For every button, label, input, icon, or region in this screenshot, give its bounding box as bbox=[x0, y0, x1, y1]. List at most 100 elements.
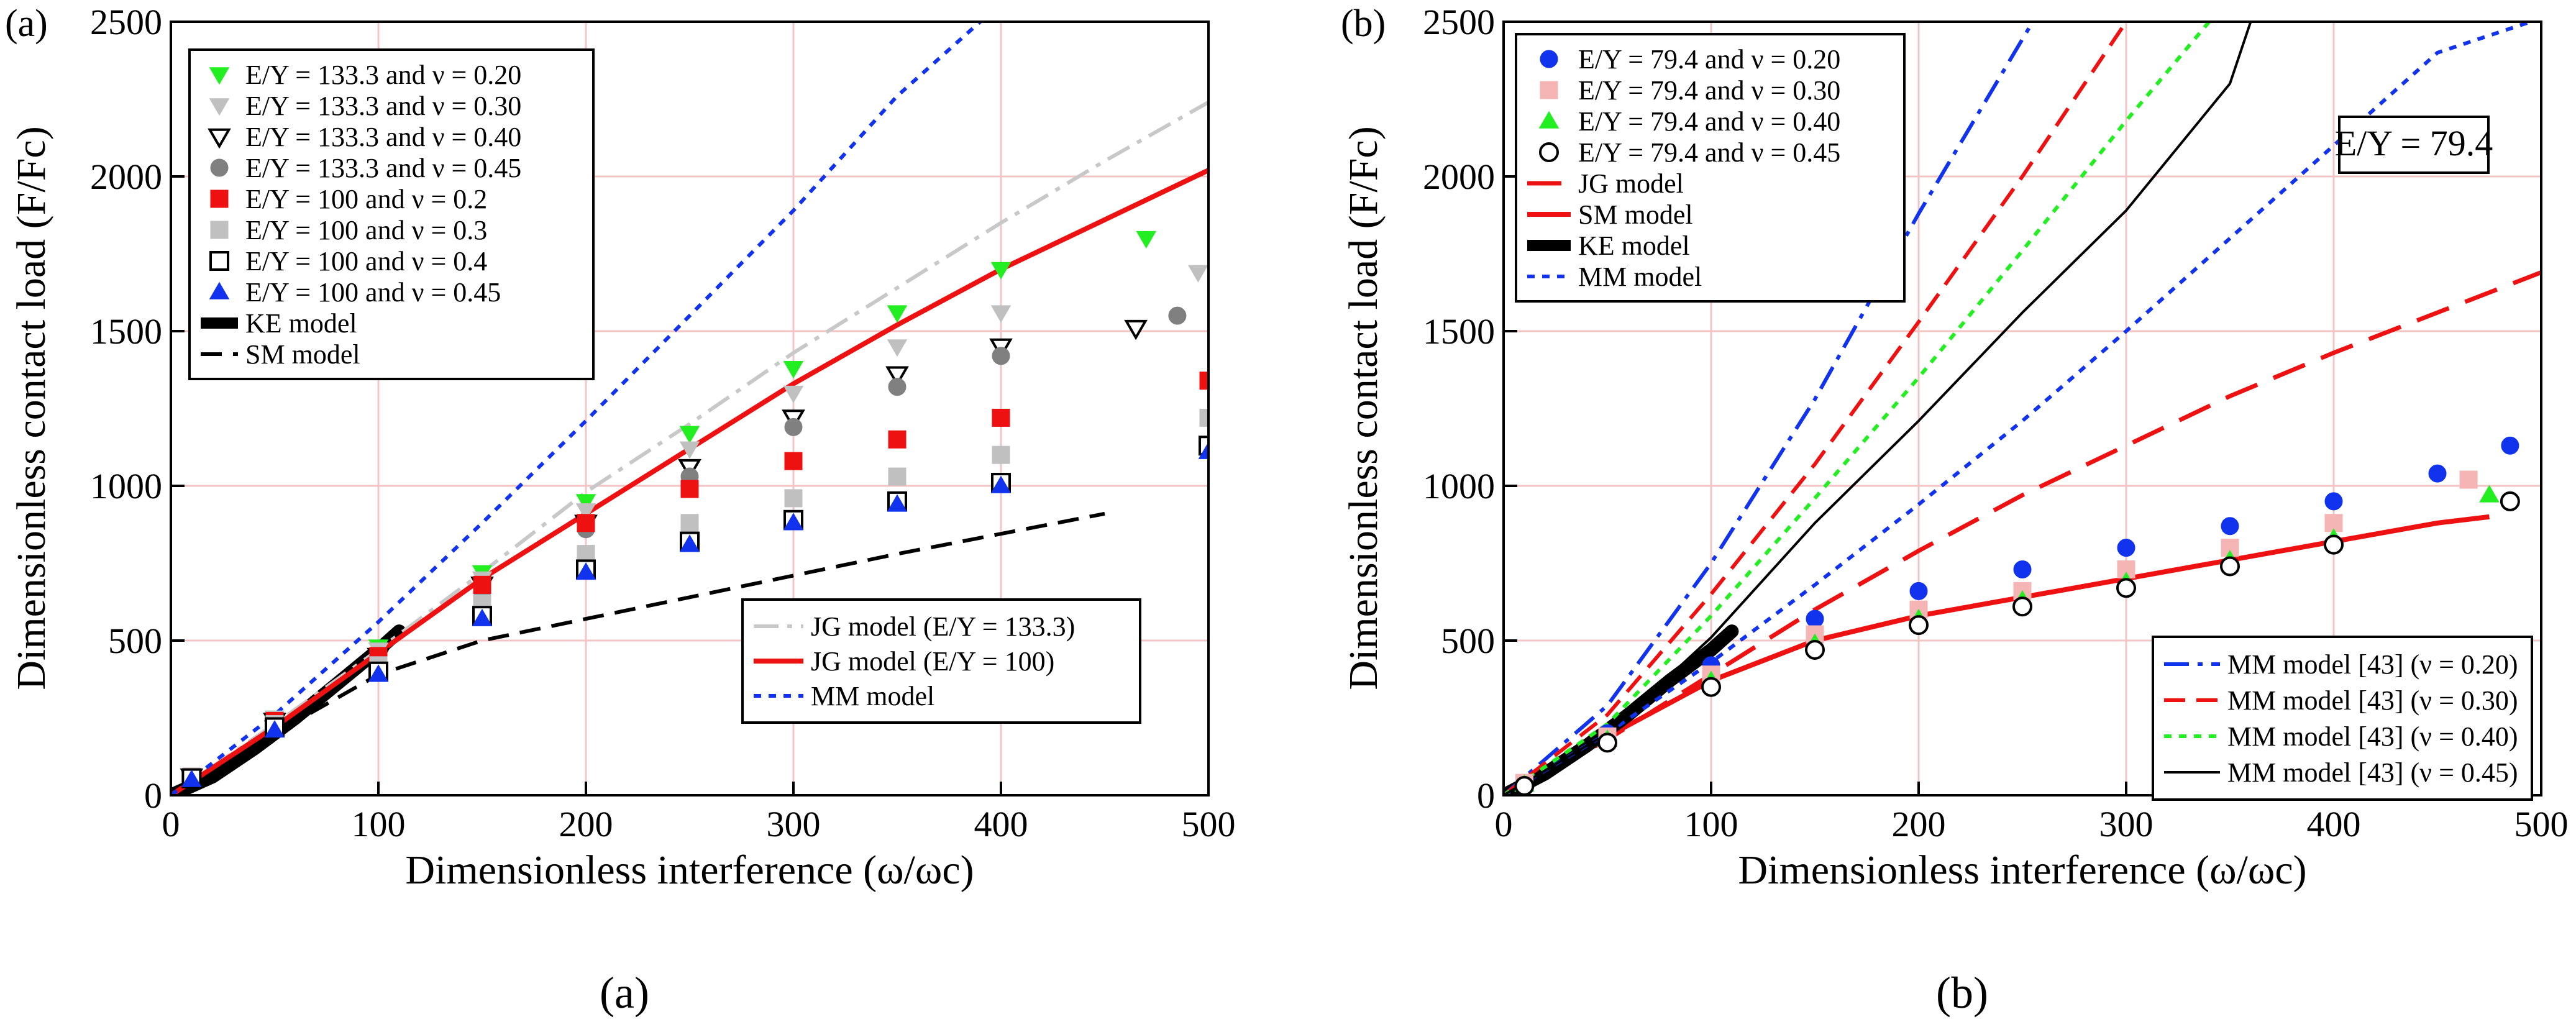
data-point bbox=[783, 385, 804, 403]
data-point bbox=[2220, 556, 2240, 577]
panel-b-chart: (b) 0 100 200 300 400 500 0 500 1000 1500 2000 2500… bbox=[1341, 2, 2569, 1018]
panel-a-x-axis-label: Dimensionless interference (ω/ωc) bbox=[405, 847, 974, 893]
annotation-text: E/Y = 79.4 bbox=[2335, 123, 2493, 163]
legend-entry-label: JG model (E/Y = 133.3) bbox=[811, 611, 1075, 642]
panel-b-annotation: E/Y = 79.4 bbox=[2335, 116, 2493, 174]
series-line-mm-model-43-0-40 bbox=[1504, 22, 2211, 795]
data-point bbox=[888, 430, 907, 449]
data-point bbox=[885, 366, 909, 387]
series-line-jg-model-e-y-133-3 bbox=[171, 100, 1208, 795]
data-point bbox=[473, 575, 491, 594]
y-tick-label: 500 bbox=[108, 621, 162, 661]
legend-entry-label: SM model bbox=[1578, 199, 1693, 230]
data-point bbox=[2116, 578, 2136, 598]
x-tick-label: 100 bbox=[1684, 804, 1738, 844]
legend-swatch bbox=[1540, 50, 1558, 68]
series-e-y-100-and-0-2 bbox=[182, 372, 1208, 786]
legend-swatch bbox=[1538, 111, 1560, 129]
series-mm-model-43-0-45 bbox=[1504, 22, 2252, 795]
legend-entry-label: E/Y = 133.3 and ν = 0.20 bbox=[245, 60, 521, 90]
legend-swatch bbox=[210, 189, 229, 208]
legend-entry-label: MM model bbox=[1578, 262, 1702, 292]
panel-b-ticks: 0 100 200 300 400 500 0 500 1000 1500 2000 2500 bbox=[1423, 2, 2569, 844]
legend-entry-label: MM model [43] (ν = 0.40) bbox=[2227, 721, 2518, 752]
data-point bbox=[2012, 596, 2032, 617]
data-point bbox=[575, 503, 596, 521]
data-point bbox=[1701, 677, 1721, 697]
data-point bbox=[1909, 582, 1928, 600]
data-point bbox=[575, 562, 596, 580]
data-point bbox=[472, 608, 493, 626]
series-line-jg-model bbox=[1504, 270, 2541, 795]
legend-swatch bbox=[210, 158, 229, 177]
data-point bbox=[368, 664, 389, 682]
panel-a-marks bbox=[171, 22, 1208, 795]
data-point bbox=[783, 513, 804, 531]
data-point bbox=[2013, 560, 2032, 578]
series-e-y-100-and-0-3 bbox=[182, 408, 1208, 786]
data-point bbox=[992, 347, 1010, 365]
panel-b-y-axis-label: Dimensionless contact load (F/Fc) bbox=[1341, 126, 1386, 690]
series-line-mm-model-43-0-45 bbox=[1504, 22, 2252, 795]
data-point bbox=[679, 426, 700, 444]
data-point bbox=[181, 769, 202, 787]
legend-entry-label: E/Y = 100 and ν = 0.3 bbox=[245, 215, 487, 245]
data-point bbox=[1514, 776, 1535, 795]
y-tick-label: 1000 bbox=[90, 466, 162, 506]
data-point bbox=[2117, 539, 2135, 557]
data-point bbox=[577, 514, 595, 532]
legend-entry-label: JG model (E/Y = 100) bbox=[811, 646, 1054, 677]
y-tick-label: 2000 bbox=[90, 157, 162, 197]
caption-b: (b) bbox=[1936, 968, 1988, 1018]
data-point bbox=[990, 262, 1012, 280]
data-point bbox=[679, 441, 700, 459]
data-point bbox=[1168, 306, 1187, 325]
legend-swatch bbox=[209, 251, 229, 271]
x-tick-label: 400 bbox=[2307, 804, 2361, 844]
data-point bbox=[1124, 319, 1148, 340]
panel-b-plot-frame bbox=[1502, 21, 2542, 796]
legend-swatch bbox=[210, 221, 229, 239]
x-tick-label: 200 bbox=[559, 804, 613, 844]
legend-box bbox=[741, 598, 1141, 724]
legend-entry-label: E/Y = 79.4 and ν = 0.45 bbox=[1578, 137, 1840, 168]
series-line-mm-model-43-0-30 bbox=[1504, 22, 2128, 795]
annotation-box bbox=[2338, 116, 2490, 174]
series-mm-model-43-0-30 bbox=[1504, 22, 2128, 795]
data-point bbox=[2221, 517, 2239, 536]
data-point bbox=[888, 378, 907, 396]
data-point bbox=[1597, 733, 1617, 753]
legend-swatch bbox=[208, 128, 231, 149]
series-line-mm-model bbox=[171, 22, 982, 795]
data-point bbox=[1909, 615, 1929, 636]
data-point bbox=[679, 534, 700, 552]
panel-b-x-axis-label: Dimensionless interference (ω/ωc) bbox=[1738, 847, 2306, 893]
data-point bbox=[1198, 441, 1208, 459]
series-mm-model bbox=[171, 22, 982, 795]
data-point bbox=[784, 452, 803, 470]
legend-swatch bbox=[1540, 81, 1558, 99]
panel-b-series-area bbox=[1504, 22, 2541, 795]
data-point bbox=[784, 418, 803, 436]
x-tick-label: 0 bbox=[1495, 804, 1513, 844]
x-tick-label: 500 bbox=[1182, 804, 1236, 844]
panel-a-label: (a) bbox=[5, 2, 48, 45]
data-point bbox=[784, 489, 803, 508]
data-point bbox=[2324, 534, 2344, 555]
legend-entry-label: KE model bbox=[245, 308, 357, 339]
series-e-y-100-and-0-45 bbox=[181, 441, 1208, 787]
series-mm-model-43-0-20 bbox=[1504, 22, 2035, 795]
legend-entry-label: E/Y = 100 and ν = 0.4 bbox=[245, 246, 487, 276]
legend-box bbox=[1515, 33, 1906, 303]
caption-a: (a) bbox=[600, 968, 649, 1018]
legend-swatch bbox=[209, 67, 230, 85]
legend-entry-label: MM model [43] (ν = 0.30) bbox=[2227, 685, 2518, 716]
data-point bbox=[575, 494, 596, 512]
legend-swatch bbox=[209, 281, 230, 299]
panel-a-ticks: 0 100 200 300 400 500 0 500 1000 1500 2000 2500 bbox=[90, 2, 1236, 844]
legend-entry-label: E/Y = 79.4 and ν = 0.40 bbox=[1578, 106, 1840, 137]
data-point bbox=[2479, 485, 2500, 503]
legend-entry-label: E/Y = 133.3 and ν = 0.45 bbox=[245, 153, 521, 183]
legend-entry-label: MM model [43] (ν = 0.45) bbox=[2227, 757, 2518, 788]
panel-a-legend-bottom-right: JG model (E/Y = 133.3) JG model (E/Y = 10… bbox=[741, 598, 1141, 724]
